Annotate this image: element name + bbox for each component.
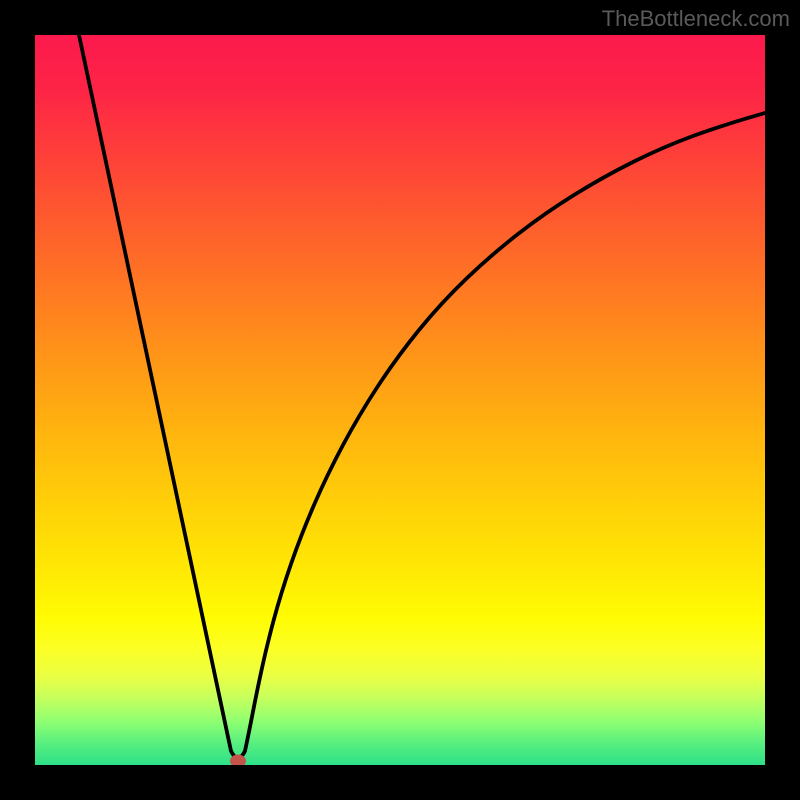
chart-container: TheBottleneck.com [0,0,800,800]
bottleneck-curve [35,35,765,765]
vertex-marker [230,755,246,766]
watermark-text: TheBottleneck.com [602,6,790,32]
plot-area [35,35,765,765]
